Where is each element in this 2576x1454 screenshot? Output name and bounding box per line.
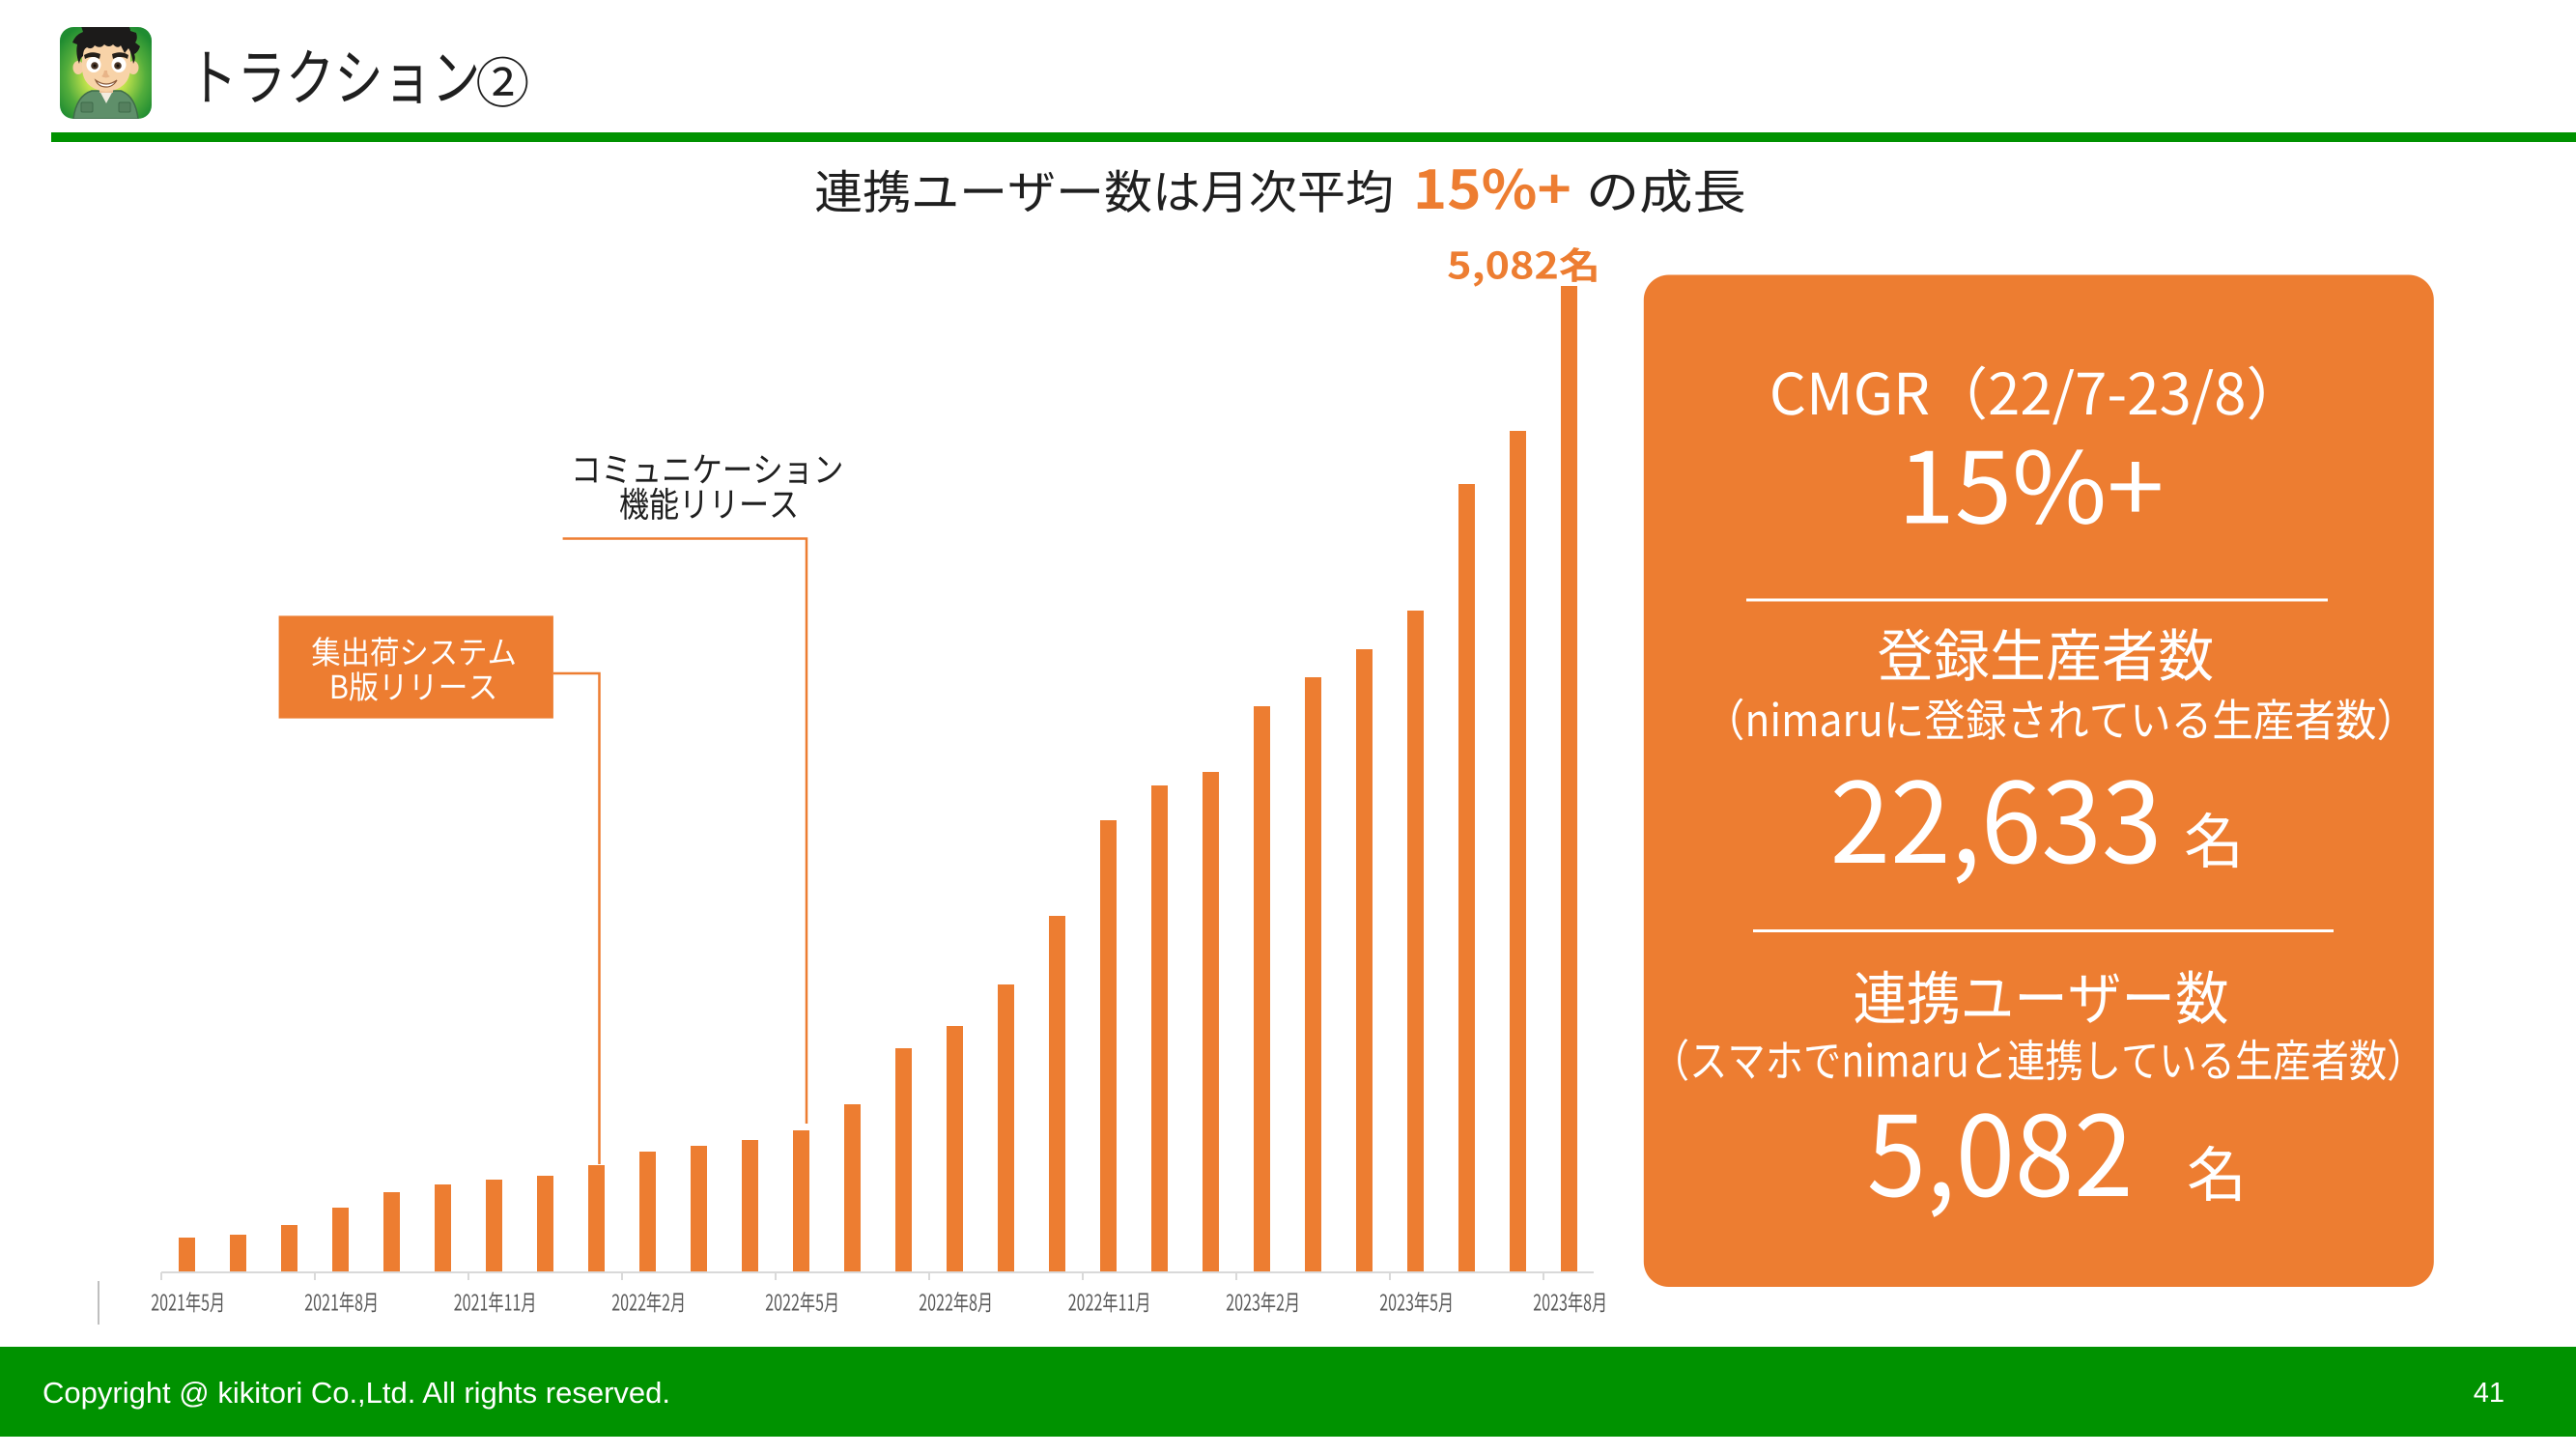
svg-text:Copyright @ kikitori Co.,Ltd.: Copyright @ kikitori Co.,Ltd. All rights… (42, 1376, 670, 1410)
svg-text:41: 41 (2474, 1378, 2505, 1409)
